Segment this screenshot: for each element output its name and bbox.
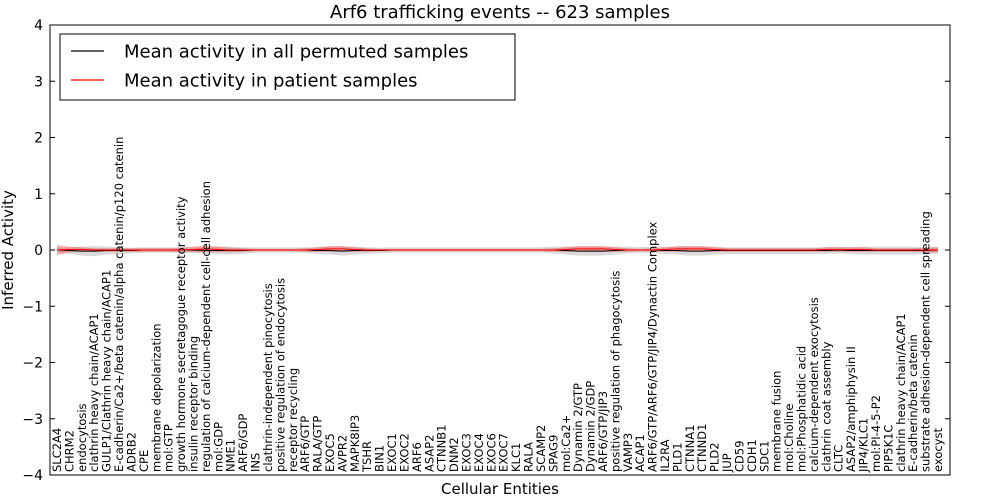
y-tick-label: −2 <box>22 356 43 372</box>
entity-label: CTNNA1 <box>683 425 697 472</box>
entity-label: CD59 <box>732 440 746 472</box>
entity-label: INS <box>249 453 263 472</box>
entity-label: ARF6/GDP <box>236 414 250 472</box>
y-tick-label: −4 <box>22 468 43 484</box>
entity-label: VAMP3 <box>621 433 635 472</box>
legend-label-permuted: Mean activity in all permuted samples <box>124 42 468 63</box>
entity-label: PIP5K1C <box>881 425 895 472</box>
entity-label: regulation of calcium-dependent cell-cel… <box>199 181 213 472</box>
entity-label: ASAP2 <box>422 435 436 473</box>
entity-label: mol:PI-4-5-P2 <box>869 395 883 472</box>
entity-label: JIP4/KLC1 <box>857 418 871 473</box>
entity-label: clathrin heavy chain/ACAP1 <box>894 313 908 472</box>
entity-label: Dynamin 2/GDP <box>584 381 598 472</box>
entity-label: PLD2 <box>708 442 722 472</box>
entity-label: CDH1 <box>745 439 759 472</box>
entity-label: ACAP1 <box>633 434 647 472</box>
entity-label: ARF6 <box>410 442 424 472</box>
entity-label: receptor recycling <box>286 368 300 472</box>
entity-label: RALA/GTP <box>311 416 325 472</box>
y-tick-label: 1 <box>34 187 43 203</box>
entity-label: RALA <box>522 442 536 472</box>
entity-label: AVPR2 <box>335 435 349 472</box>
entity-label: ARF6/GTP <box>298 416 312 472</box>
x-axis-label: Cellular Entities <box>441 480 559 498</box>
entity-label: growth hormone secretagogue receptor act… <box>174 196 188 472</box>
entity-label: positive regulation of endocytosis <box>273 278 287 472</box>
permuted-band <box>57 246 938 257</box>
plot-frame <box>49 24 951 476</box>
entity-label: EXOC2 <box>397 433 411 472</box>
legend: Mean activity in all permuted samples Me… <box>59 33 516 101</box>
series-lines <box>56 248 939 252</box>
y-tick-label: 2 <box>34 131 43 147</box>
entity-label: mol:Phosphatidic acid <box>795 346 809 472</box>
entity-label: CPE <box>137 450 151 472</box>
entity-label: GULP1/Clathrin heavy chain/ACAP1 <box>100 270 114 472</box>
entity-label: clathrin coat assembly <box>819 341 833 472</box>
entity-label: membrane depolarization <box>149 323 163 472</box>
entity-label: MAPK8IP3 <box>348 415 362 472</box>
entity-label: membrane fusion <box>770 371 784 472</box>
entity-label: mol:Choline <box>782 404 796 472</box>
legend-label-patient: Mean activity in patient samples <box>124 71 418 92</box>
y-axis-ticks: 4 3 2 1 0 −1 −2 −3 −4 <box>22 18 950 484</box>
entity-label: ARF6/GTP/JIP3 <box>596 391 610 472</box>
y-axis-label: Inferred Activity <box>0 190 17 310</box>
entity-label: SDC1 <box>757 440 771 472</box>
entity-label: mol:Ca2+ <box>559 415 573 472</box>
entity-label: Dynamin 2/GTP <box>571 383 585 472</box>
entity-label: mol:GDP <box>211 422 225 472</box>
entity-label: endocytosis <box>75 403 89 472</box>
entity-label: JUP <box>720 453 734 473</box>
entity-label: EXOC4 <box>472 433 486 472</box>
entity-label: CLTC <box>832 445 846 472</box>
entity-label: positive regulation of phagocytosis <box>608 271 622 472</box>
entity-label: EXOC6 <box>484 433 498 472</box>
entity-label: EXOC3 <box>459 433 473 472</box>
y-tick-label: −3 <box>22 412 43 428</box>
entity-label: CTNND1 <box>695 424 709 472</box>
entity-label: mol:GTP <box>162 424 176 472</box>
entity-label: EXOC1 <box>385 433 399 472</box>
entity-label: substrate adhesion-dependent cell spread… <box>919 211 933 472</box>
entity-label: exocyst <box>931 428 945 472</box>
y-tick-label: −1 <box>22 299 43 315</box>
entity-label: SPAG9 <box>546 435 560 472</box>
entity-label: EXOC7 <box>497 433 511 472</box>
entity-label: SCAMP2 <box>534 425 548 472</box>
entity-label: KLC1 <box>509 443 523 472</box>
entity-label: CTNNB1 <box>435 425 449 472</box>
legend-box <box>59 33 516 101</box>
entity-label: BIN1 <box>373 445 387 472</box>
y-tick-label: 0 <box>34 243 43 259</box>
entity-label: PLD1 <box>670 442 684 472</box>
entity-label: DNM2 <box>447 437 461 472</box>
patient-mean-line <box>56 248 938 251</box>
entity-label: CHRM2 <box>62 430 76 472</box>
entity-label: IL2RA <box>658 439 672 472</box>
entity-label: NME1 <box>224 439 238 472</box>
entity-label: TSHR <box>360 441 374 473</box>
entity-label: E-cadherin/Ca2+/beta catenin/alpha caten… <box>112 137 126 472</box>
entity-label: EXOC5 <box>323 433 337 472</box>
entity-label: calcium-dependent exocytosis <box>807 297 821 472</box>
entity-label: clathrin-independent pinocytosis <box>261 283 275 472</box>
entity-label: ADRB2 <box>124 432 138 472</box>
y-tick-label: 4 <box>34 18 43 34</box>
entity-label: insulin receptor binding <box>186 336 200 472</box>
chart-title: Arf6 trafficking events -- 623 samples <box>330 2 670 23</box>
entity-label: SLC2A4 <box>50 428 64 472</box>
entity-label: ASAP2/amphiphysin II <box>844 346 858 472</box>
entity-label: ARF6/GTP/ARF6/GTP/JIP4/Dynactin Complex <box>646 221 660 472</box>
entity-label: clathrin heavy chain/ACAP1 <box>87 313 101 472</box>
y-tick-label: 3 <box>34 74 43 90</box>
entity-label: E-cadherin/beta catenin <box>906 334 920 472</box>
